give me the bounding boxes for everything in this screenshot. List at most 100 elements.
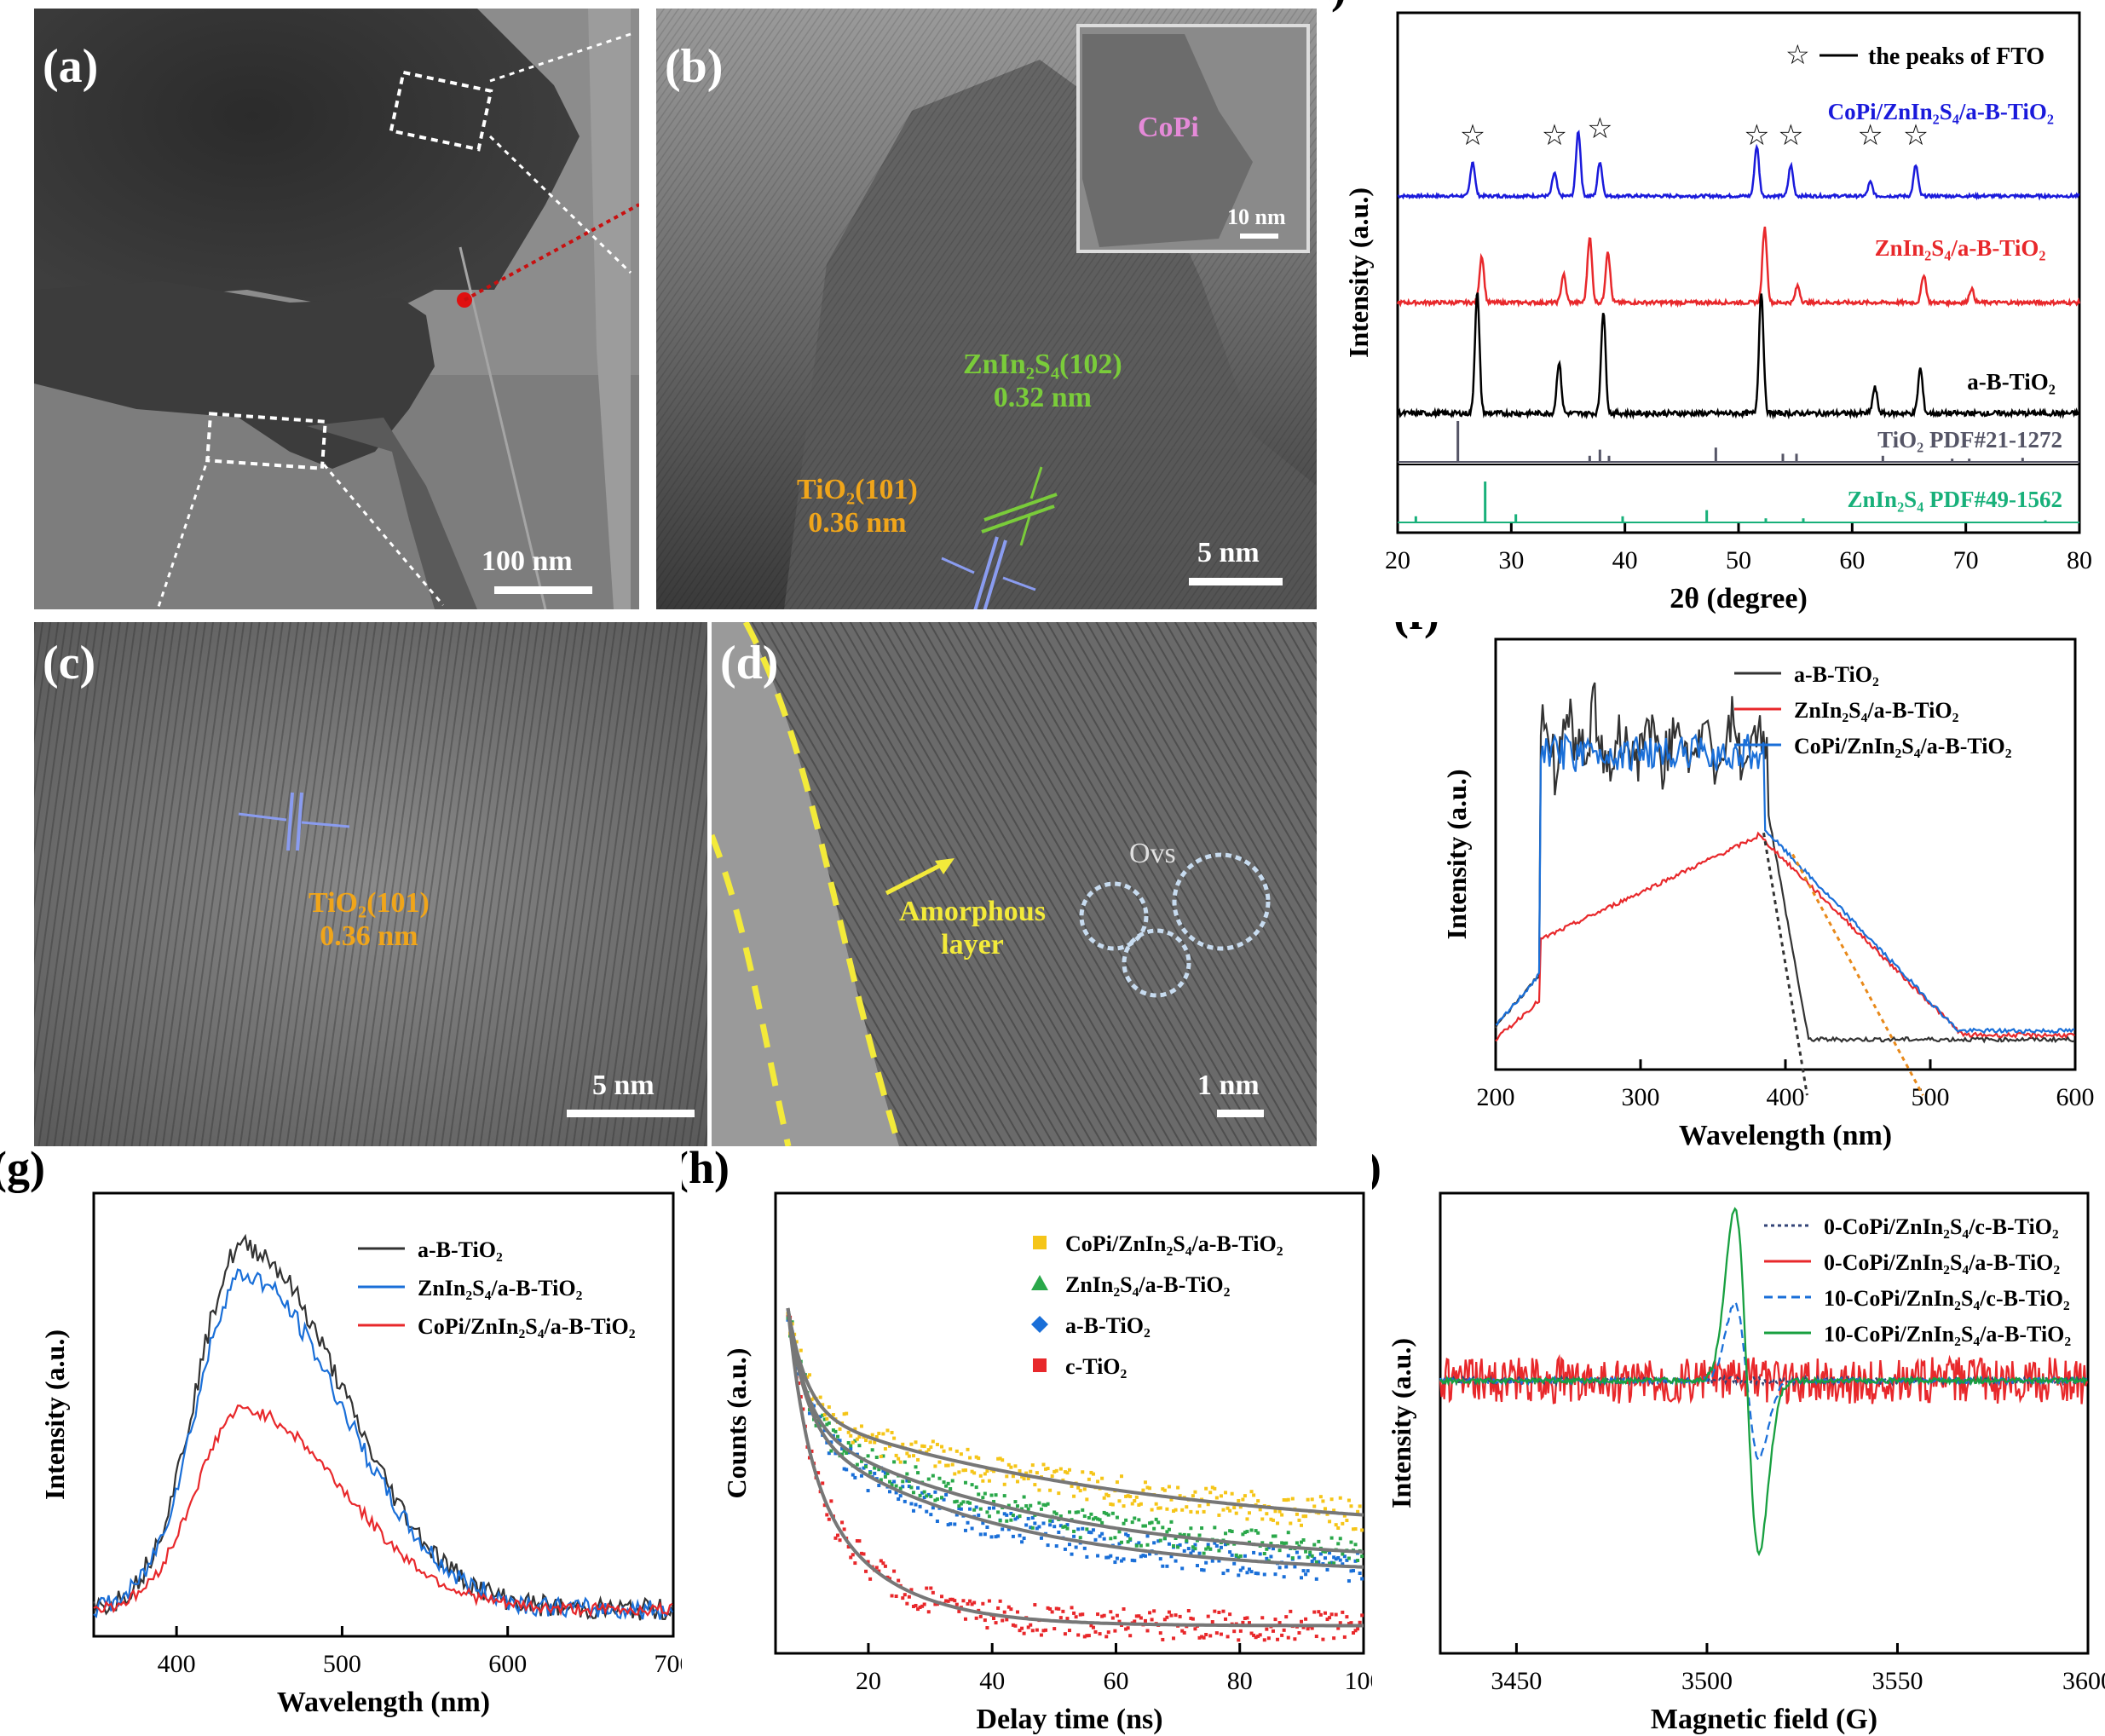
trpl-point bbox=[1158, 1631, 1162, 1635]
trpl-point bbox=[931, 1506, 935, 1510]
trpl-point bbox=[1011, 1514, 1015, 1518]
trpl-point bbox=[1169, 1554, 1174, 1559]
pl-legend-2-label: CoPi/ZnIn₂S₄/a-B-TiO₂ bbox=[418, 1314, 636, 1339]
trpl-point bbox=[1360, 1613, 1364, 1618]
trpl-point bbox=[1037, 1488, 1041, 1492]
trpl-point bbox=[845, 1451, 849, 1455]
trpl-point bbox=[1234, 1511, 1238, 1515]
pl-xtick-label: 700 bbox=[655, 1650, 683, 1678]
trpl-point bbox=[818, 1415, 822, 1419]
trpl-point bbox=[1241, 1497, 1245, 1502]
trpl-point bbox=[1300, 1576, 1304, 1580]
trpl-point bbox=[1189, 1551, 1193, 1555]
trpl-point bbox=[1030, 1516, 1035, 1520]
trpl-point bbox=[1290, 1497, 1295, 1501]
trpl-point bbox=[1065, 1471, 1070, 1475]
trpl-point bbox=[1273, 1509, 1277, 1514]
fto-star: ☆ bbox=[1744, 120, 1769, 152]
trpl-point bbox=[963, 1468, 967, 1473]
trpl-point bbox=[1262, 1638, 1266, 1642]
trpl-point bbox=[805, 1375, 810, 1379]
trpl-point bbox=[829, 1440, 833, 1445]
trpl-point bbox=[1290, 1556, 1295, 1560]
trpl-point bbox=[1308, 1550, 1312, 1554]
trpl-point bbox=[1124, 1494, 1128, 1498]
trpl-point bbox=[1204, 1560, 1208, 1565]
trpl-point bbox=[1001, 1618, 1005, 1623]
pl-xtick-label: 500 bbox=[323, 1650, 361, 1678]
trpl-point bbox=[1174, 1559, 1178, 1563]
trpl-point bbox=[1052, 1525, 1057, 1529]
trpl-point bbox=[1214, 1496, 1219, 1500]
trpl-point bbox=[1224, 1491, 1228, 1495]
pl-chart: 400 500 600 700 Wavelength (nm) Intensity (a.… bbox=[0, 1151, 683, 1718]
trpl-point bbox=[1024, 1471, 1029, 1475]
trpl-point bbox=[905, 1472, 909, 1476]
trpl-point bbox=[1022, 1495, 1026, 1499]
amorphous-label: Amorphous layer bbox=[899, 895, 1046, 961]
trpl-point bbox=[1115, 1515, 1119, 1520]
trpl-point bbox=[807, 1456, 811, 1460]
trpl-point bbox=[1352, 1630, 1356, 1635]
trpl-point bbox=[874, 1566, 879, 1570]
trpl-point bbox=[1180, 1566, 1185, 1571]
trpl-point bbox=[981, 1601, 985, 1606]
trpl-point bbox=[897, 1497, 901, 1502]
trpl-point bbox=[890, 1594, 894, 1598]
trpl-point bbox=[1098, 1632, 1102, 1636]
trpl-point bbox=[1321, 1499, 1325, 1503]
trpl-point bbox=[1018, 1514, 1022, 1519]
trpl-point bbox=[898, 1486, 903, 1491]
trpl-point bbox=[1245, 1517, 1249, 1521]
fto-legend-star: ☆ bbox=[1785, 39, 1810, 70]
trpl-point bbox=[1020, 1474, 1024, 1479]
trpl-point bbox=[1134, 1495, 1139, 1499]
trpl-point bbox=[1134, 1614, 1139, 1618]
trpl-point bbox=[1128, 1537, 1133, 1541]
trpl-point bbox=[1006, 1527, 1011, 1531]
trpl-point bbox=[1358, 1504, 1362, 1508]
trpl-point bbox=[922, 1445, 926, 1449]
trpl-point bbox=[1276, 1637, 1280, 1641]
trpl-point bbox=[1117, 1619, 1122, 1624]
trpl-point bbox=[1277, 1509, 1282, 1514]
trpl-point bbox=[1182, 1532, 1186, 1537]
trpl-point bbox=[1186, 1547, 1191, 1551]
uvvis-panel-label: (f) bbox=[1393, 622, 1439, 639]
trpl-point bbox=[1185, 1505, 1189, 1509]
trpl-chart: 20 40 60 80 100 Delay time (ns) Counts (a.u.) (… bbox=[682, 1151, 1372, 1735]
trpl-point bbox=[1015, 1610, 1019, 1614]
trpl-point bbox=[851, 1553, 855, 1557]
trpl-point bbox=[849, 1555, 853, 1560]
trpl-point bbox=[842, 1467, 846, 1471]
trpl-point bbox=[1078, 1612, 1082, 1617]
uvvis-xtick-label: 400 bbox=[1767, 1083, 1805, 1111]
trpl-point bbox=[994, 1493, 998, 1497]
trpl-point bbox=[1109, 1537, 1113, 1541]
uvvis-legend-2-label: CoPi/ZnIn₂S₄/a-B-TiO₂ bbox=[1794, 734, 2012, 758]
trpl-point bbox=[1341, 1562, 1345, 1566]
trpl-point bbox=[1312, 1543, 1317, 1547]
trpl-point bbox=[1180, 1629, 1185, 1633]
trpl-point bbox=[1293, 1637, 1297, 1641]
trpl-point bbox=[1109, 1610, 1113, 1614]
trpl-point bbox=[1219, 1632, 1223, 1636]
trpl-point bbox=[929, 1494, 933, 1498]
xrd-xlabel: 2θ (degree) bbox=[1670, 583, 1808, 614]
trpl-point bbox=[888, 1577, 892, 1581]
trpl-point bbox=[1104, 1512, 1109, 1516]
trpl-point bbox=[1280, 1541, 1284, 1545]
trpl-point bbox=[831, 1413, 835, 1417]
trpl-point bbox=[1329, 1612, 1334, 1617]
trpl-point bbox=[968, 1507, 972, 1511]
trpl-point bbox=[1266, 1636, 1271, 1641]
trpl-point bbox=[1204, 1486, 1208, 1491]
trpl-point bbox=[925, 1586, 929, 1590]
xrd-series-label-2: a-B-TiO₂ bbox=[1967, 369, 2056, 395]
trpl-point bbox=[827, 1421, 831, 1425]
lattice-marker-b-green bbox=[981, 466, 1058, 546]
trpl-point bbox=[1009, 1465, 1013, 1469]
trpl-point bbox=[1156, 1506, 1161, 1510]
trpl-point bbox=[1204, 1632, 1208, 1636]
trpl-point bbox=[950, 1597, 954, 1601]
